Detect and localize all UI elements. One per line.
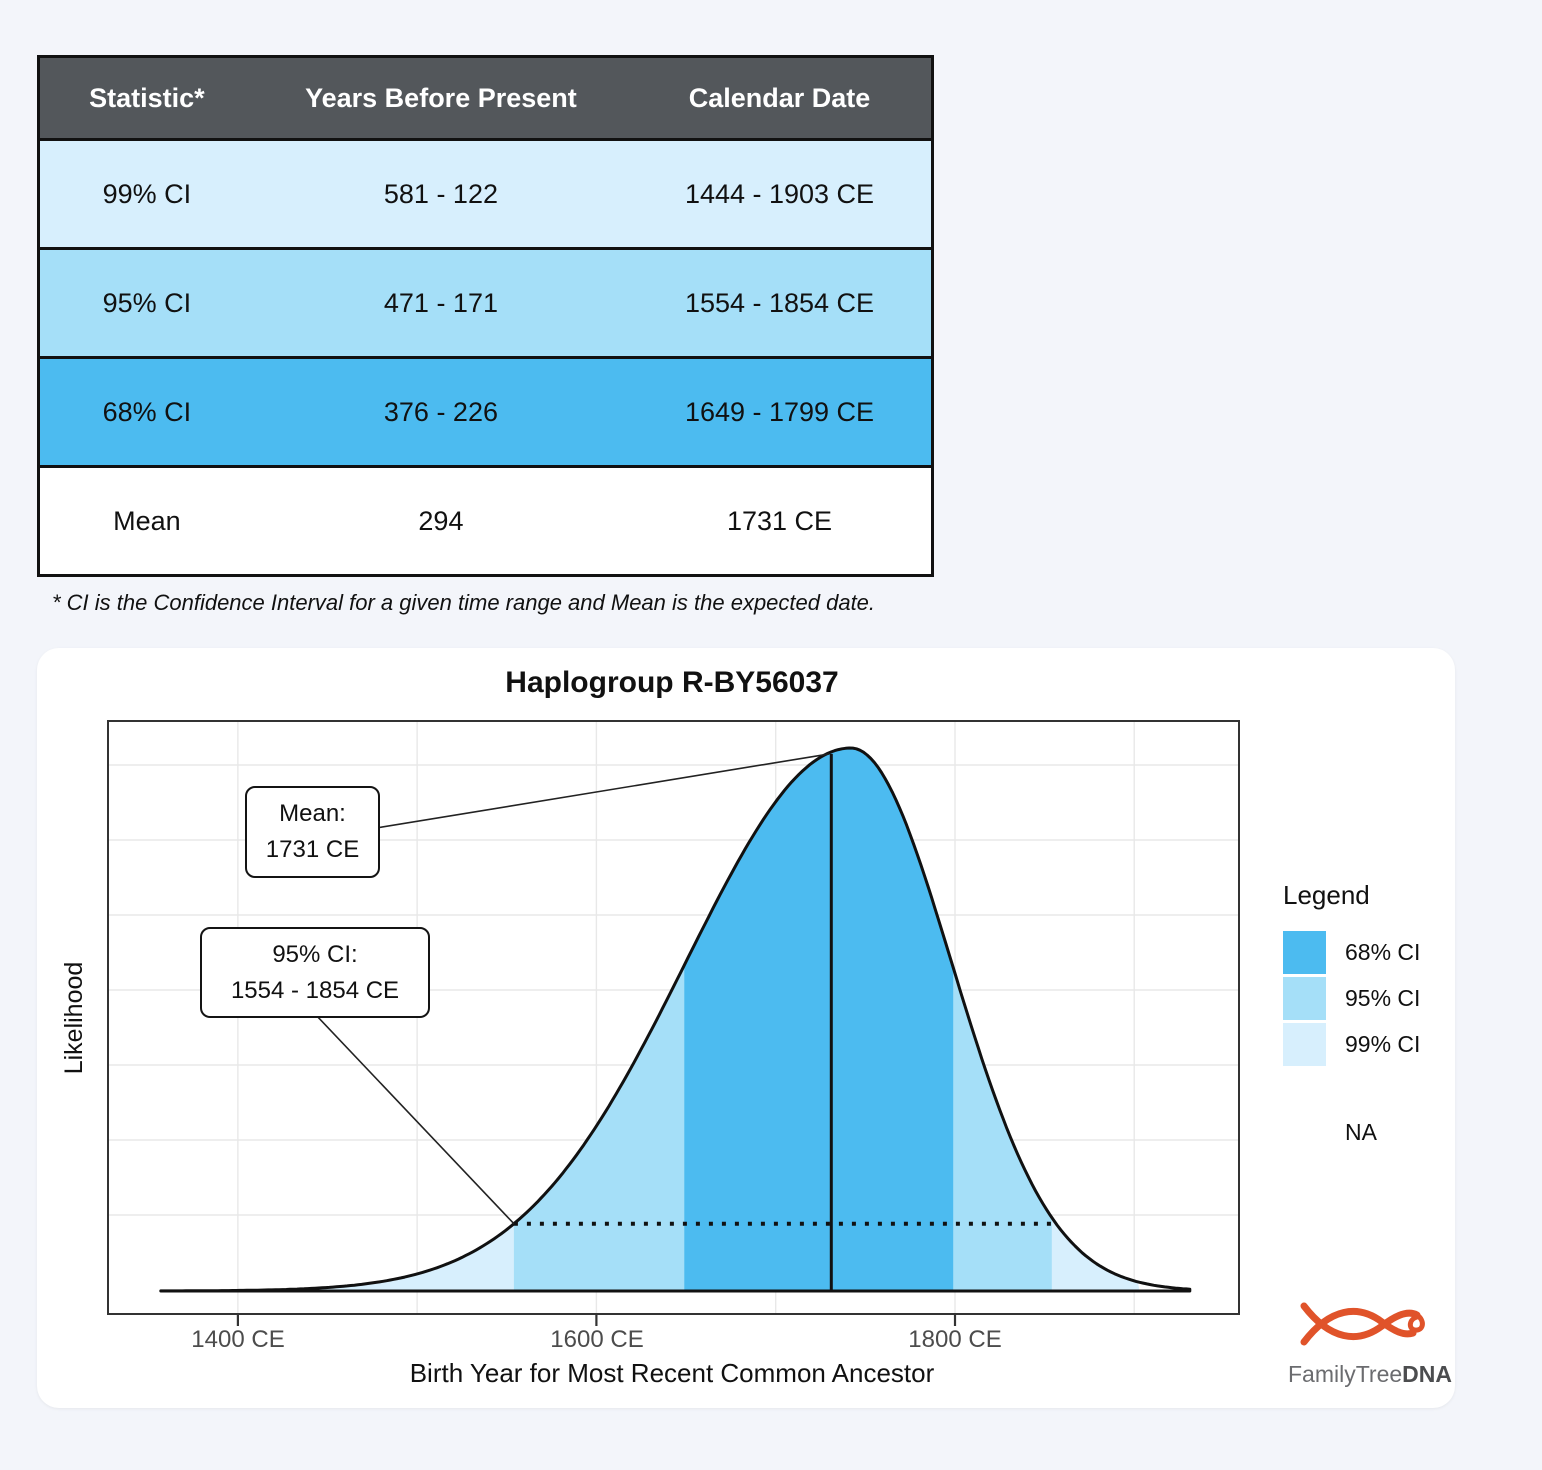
column-header-statistic: Statistic*: [89, 82, 205, 113]
logo-text: FamilyTreeDNA: [1288, 1361, 1452, 1388]
cell-date: 1649 - 1799 CE: [684, 396, 875, 427]
x-tick-1600: 1600 CE: [550, 1326, 644, 1353]
familytreedna-logo: FamilyTreeDNA: [1288, 1296, 1452, 1388]
cell-date: 1444 - 1903 CE: [684, 178, 875, 209]
legend-swatch-95: [1283, 976, 1326, 1020]
cell-ybp: 294: [418, 505, 464, 536]
legend-swatch-68: [1283, 930, 1326, 974]
cell-statistic: 68% CI: [102, 396, 192, 427]
mean-annotation-line2: 1731 CE: [265, 836, 360, 863]
logo-text-regular: FamilyTree: [1288, 1361, 1403, 1387]
x-axis-label: Birth Year for Most Recent Common Ancest…: [409, 1358, 935, 1388]
legend-label-95: 95% CI: [1345, 984, 1421, 1011]
cell-statistic: 99% CI: [102, 178, 192, 209]
legend-title: Legend: [1283, 880, 1370, 910]
logo-text-bold: DNA: [1402, 1361, 1453, 1387]
legend-label-68: 68% CI: [1345, 938, 1421, 965]
legend-swatch-99: [1283, 1022, 1326, 1066]
column-header-date: Calendar Date: [688, 82, 871, 113]
ci-annotation-box: 95% CI: 1554 - 1854 CE: [200, 927, 430, 1018]
table-row: 68% CI 376 - 226 1649 - 1799 CE: [40, 356, 931, 465]
legend-label-na: NA: [1345, 1119, 1377, 1145]
statistics-table: Statistic* Years Before Present Calendar…: [37, 55, 934, 577]
table-row: 99% CI 581 - 122 1444 - 1903 CE: [40, 138, 931, 247]
cell-date: 1731 CE: [726, 505, 833, 536]
cell-ybp: 376 - 226: [383, 396, 498, 427]
table-header-row: Statistic* Years Before Present Calendar…: [40, 58, 931, 138]
legend-item-95: 95% CI: [1283, 975, 1513, 1021]
y-axis-label: Likelihood: [60, 961, 88, 1075]
cell-ybp: 581 - 122: [383, 178, 498, 209]
table-footnote: * CI is the Confidence Interval for a gi…: [52, 590, 876, 615]
mean-annotation-box: Mean: 1731 CE: [245, 786, 380, 878]
ci-annotation-line2: 1554 - 1854 CE: [230, 976, 400, 1004]
cell-ybp: 471 - 171: [383, 287, 498, 318]
chart-title: Haplogroup R-BY56037: [505, 666, 839, 699]
table-row: Mean 294 1731 CE: [40, 465, 931, 574]
legend-item-99: 99% CI: [1283, 1021, 1513, 1067]
cell-date: 1554 - 1854 CE: [684, 287, 875, 318]
legend-label-99: 99% CI: [1345, 1030, 1421, 1057]
mean-annotation-line1: Mean:: [279, 800, 346, 827]
column-header-ybp: Years Before Present: [305, 82, 577, 113]
table-row: 95% CI 471 - 171 1554 - 1854 CE: [40, 247, 931, 356]
legend: Legend 68% CI 95% CI 99% CI NA: [1283, 880, 1513, 1146]
dna-helix-icon: [1300, 1302, 1425, 1346]
x-tick-1400: 1400 CE: [191, 1326, 285, 1353]
cell-statistic: 95% CI: [102, 287, 192, 318]
cell-statistic: Mean: [113, 505, 181, 536]
x-tick-1800: 1800 CE: [908, 1326, 1002, 1353]
ci-annotation-line1: 95% CI:: [272, 940, 358, 968]
likelihood-plot: [107, 720, 1240, 1326]
legend-item-68: 68% CI: [1283, 929, 1513, 975]
